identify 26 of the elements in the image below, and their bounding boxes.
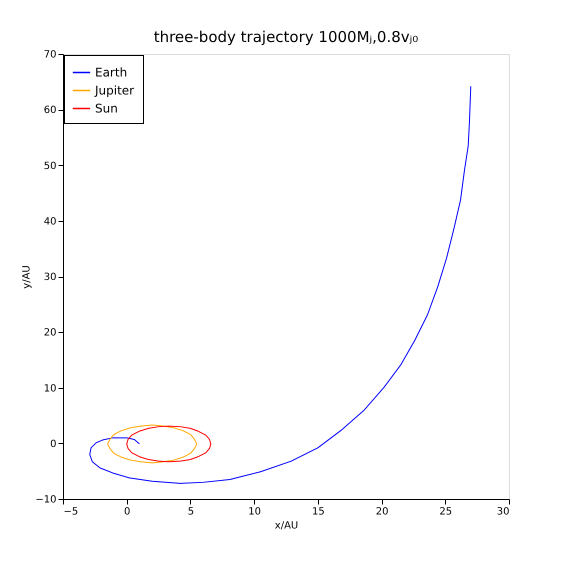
chart-title: three-body trajectory 1000Mⱼ,0.8vⱼ₀ xyxy=(154,28,418,46)
x-tick-label: 0 xyxy=(124,506,130,518)
x-tick-label: 25 xyxy=(439,506,452,518)
y-tick-label: 30 xyxy=(44,272,56,283)
line-series xyxy=(89,86,472,484)
x-tick-label: 5 xyxy=(188,506,194,518)
x-tick-label: 15 xyxy=(312,506,325,518)
x-tick-label: 10 xyxy=(248,506,262,518)
x-tick-label: −5 xyxy=(64,506,78,518)
line-series xyxy=(107,424,198,464)
y-tick-label: 40 xyxy=(44,216,56,228)
x-axis-title: x/AU xyxy=(274,520,298,532)
legend-label: Sun xyxy=(95,102,118,116)
y-tick-label: 50 xyxy=(44,160,56,172)
x-tick-label: 20 xyxy=(376,506,388,518)
line-series xyxy=(126,426,212,462)
y-tick-label: 20 xyxy=(44,328,56,339)
y-tick-label: 60 xyxy=(44,105,56,116)
y-tick-label: 70 xyxy=(44,50,56,60)
y-tick-label: 0 xyxy=(50,438,56,450)
y-axis-title: y/AU xyxy=(21,265,32,289)
y-tick-label: −10 xyxy=(35,494,56,506)
legend-label: Jupiter xyxy=(94,84,134,98)
x-tick-label: 30 xyxy=(496,506,510,518)
y-tick-label: 10 xyxy=(44,383,56,394)
legend-label: Earth xyxy=(95,66,128,80)
